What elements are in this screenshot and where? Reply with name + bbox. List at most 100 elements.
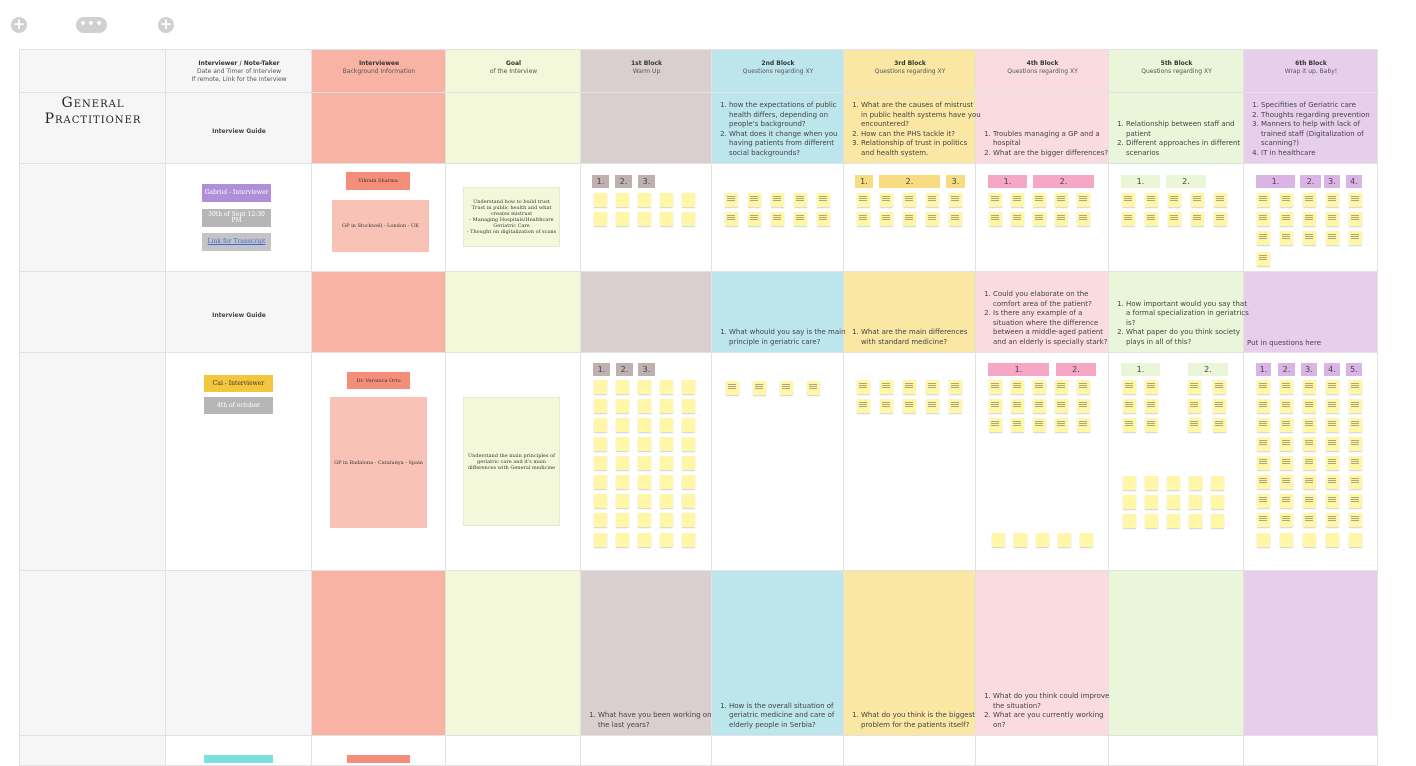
sticky-note[interactable]: [1303, 533, 1316, 547]
sticky-note[interactable]: [1055, 380, 1068, 394]
sticky-note[interactable]: [638, 475, 651, 489]
goal-note[interactable]: Understand how to build trust Trust in p…: [463, 187, 560, 247]
question-item[interactable]: What whould you say is the main principl…: [729, 328, 849, 347]
sticky-note[interactable]: [660, 380, 673, 394]
sticky-note[interactable]: [817, 212, 830, 226]
sticky-note[interactable]: [682, 399, 695, 413]
sticky-note[interactable]: [1257, 380, 1270, 394]
sticky-note[interactable]: [1055, 418, 1068, 432]
sticky-note[interactable]: [682, 418, 695, 432]
sticky-note[interactable]: [1257, 437, 1270, 451]
sticky-note[interactable]: [949, 212, 962, 226]
sticky-note[interactable]: [989, 399, 1002, 413]
sticky-note[interactable]: [1326, 456, 1339, 470]
block-label[interactable]: 1.: [593, 363, 610, 376]
sticky-note[interactable]: [1280, 456, 1293, 470]
sticky-note[interactable]: [1213, 418, 1226, 432]
block-label[interactable]: 1.: [988, 363, 1049, 376]
sticky-note[interactable]: [682, 380, 695, 394]
block-label[interactable]: 1.: [855, 175, 873, 188]
block-label[interactable]: 2.: [1033, 175, 1094, 188]
interviewee-name[interactable]: Dr. Veronica Orto: [347, 372, 410, 389]
sticky-note[interactable]: [1303, 475, 1316, 489]
sticky-note[interactable]: [1122, 193, 1135, 207]
sticky-note[interactable]: [1280, 475, 1293, 489]
sticky-note[interactable]: [880, 212, 893, 226]
sticky-note[interactable]: [1257, 252, 1270, 266]
sticky-note[interactable]: [1145, 418, 1158, 432]
sticky-note[interactable]: [1123, 418, 1136, 432]
interviewee-name[interactable]: [347, 755, 410, 763]
block-label[interactable]: 2.: [1278, 363, 1295, 376]
more-icon[interactable]: •••: [76, 17, 107, 33]
sticky-note[interactable]: [1077, 380, 1090, 394]
sticky-note[interactable]: [1349, 231, 1362, 245]
question-item[interactable]: How important would you say that a forma…: [1126, 300, 1249, 329]
plus-icon[interactable]: +: [158, 15, 174, 33]
block-label[interactable]: 1.: [988, 175, 1027, 188]
sticky-note[interactable]: [1033, 193, 1046, 207]
sticky-note[interactable]: [616, 193, 629, 207]
sticky-note[interactable]: [926, 212, 939, 226]
sticky-note[interactable]: [682, 475, 695, 489]
sticky-note[interactable]: [594, 494, 607, 508]
sticky-note[interactable]: [1080, 533, 1093, 547]
question-item[interactable]: Relationship of trust in politics and he…: [861, 139, 981, 158]
sticky-note[interactable]: [989, 212, 1002, 226]
sticky-note[interactable]: [1168, 193, 1181, 207]
sticky-note[interactable]: [794, 193, 807, 207]
sticky-note[interactable]: [1191, 193, 1204, 207]
sticky-note[interactable]: [1257, 475, 1270, 489]
sticky-note[interactable]: [1211, 476, 1224, 490]
question-item[interactable]: What are the bigger differences?: [993, 149, 1114, 159]
sticky-note[interactable]: [660, 418, 673, 432]
sticky-note[interactable]: [753, 381, 766, 395]
sticky-note[interactable]: [794, 212, 807, 226]
sticky-note[interactable]: [638, 437, 651, 451]
question-item[interactable]: How is the overall situation of geriatri…: [729, 702, 849, 731]
placeholder-text[interactable]: Put in questions here: [1247, 339, 1321, 347]
sticky-note[interactable]: [1033, 418, 1046, 432]
sticky-note[interactable]: [660, 533, 673, 547]
sticky-note[interactable]: [1303, 231, 1316, 245]
question-item[interactable]: Thoughts regarding prevention: [1261, 111, 1383, 121]
sticky-note[interactable]: [1055, 212, 1068, 226]
sticky-note[interactable]: [1326, 494, 1339, 508]
sticky-note[interactable]: [638, 193, 651, 207]
sticky-note[interactable]: [857, 380, 870, 394]
sticky-note[interactable]: [1303, 193, 1316, 207]
sticky-note[interactable]: [1189, 476, 1202, 490]
block-label[interactable]: 4.: [1346, 175, 1362, 188]
block-label[interactable]: 3.: [1301, 363, 1317, 376]
block-label[interactable]: 5.: [1346, 363, 1362, 376]
question-item[interactable]: What do you think is the biggest problem…: [861, 711, 981, 730]
sticky-note[interactable]: [594, 212, 607, 226]
sticky-note[interactable]: [1280, 513, 1293, 527]
sticky-note[interactable]: [594, 418, 607, 432]
sticky-note[interactable]: [1189, 514, 1202, 528]
question-item[interactable]: What do you think could improve the situ…: [993, 692, 1114, 711]
sticky-note[interactable]: [1211, 514, 1224, 528]
sticky-note[interactable]: [1303, 513, 1316, 527]
sticky-note[interactable]: [1349, 399, 1362, 413]
interviewee-info[interactable]: GP in Stockwell - London - UK: [332, 200, 429, 252]
interviewee-info[interactable]: GP in Badalona - Catalunya - Spain: [330, 397, 427, 528]
sticky-note[interactable]: [1211, 495, 1224, 509]
sticky-note[interactable]: [1122, 212, 1135, 226]
question-item[interactable]: What does it change when you having pati…: [729, 130, 849, 159]
sticky-note[interactable]: [1257, 494, 1270, 508]
block-label[interactable]: 4.: [1324, 363, 1340, 376]
question-item[interactable]: What are the main differences with stand…: [861, 328, 981, 347]
question-item[interactable]: IT in healthcare: [1261, 149, 1383, 159]
sticky-note[interactable]: [1033, 380, 1046, 394]
sticky-note[interactable]: [989, 418, 1002, 432]
sticky-note[interactable]: [857, 193, 870, 207]
sticky-note[interactable]: [1280, 231, 1293, 245]
sticky-note[interactable]: [638, 494, 651, 508]
sticky-note[interactable]: [1349, 475, 1362, 489]
sticky-note[interactable]: [660, 399, 673, 413]
sticky-note[interactable]: [1280, 418, 1293, 432]
sticky-note[interactable]: [1011, 380, 1024, 394]
sticky-note[interactable]: [594, 513, 607, 527]
sticky-note[interactable]: [638, 513, 651, 527]
